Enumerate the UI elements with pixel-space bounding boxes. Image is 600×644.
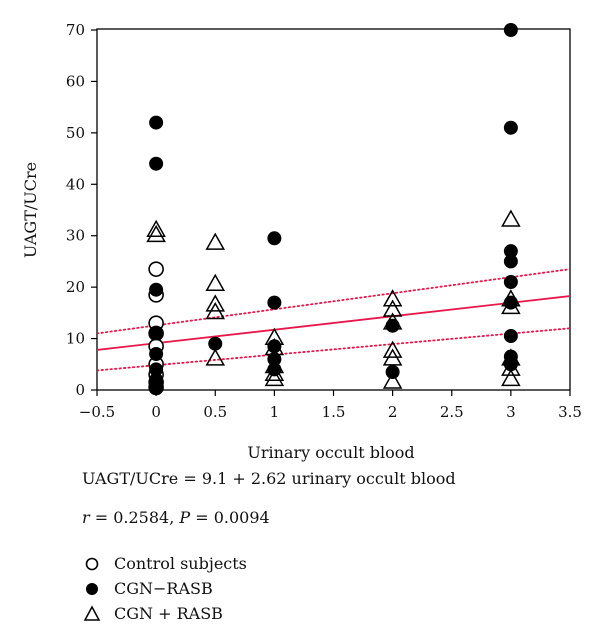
x-tick-label: 1.5 [322,403,346,421]
x-tick-label: 2.5 [440,403,464,421]
point-filled-circle [503,275,518,289]
point-open-circle [148,261,164,277]
p-value: = 0.0094 [190,508,270,527]
statistics-line: r = 0.2584, P = 0.0094 [82,508,270,527]
point-open-triangle [501,289,521,307]
point-open-triangle [264,356,285,374]
point-filled-circle [503,254,518,269]
point-filled-circle [208,336,223,351]
regression-fit-line [97,295,570,351]
point-open-triangle [501,348,521,366]
x-tick-label: 3.5 [558,403,582,421]
y-tick-label: 20 [66,278,85,296]
x-tick-label: 1 [270,403,280,421]
point-open-triangle [205,232,226,250]
point-filled-circle [267,339,282,354]
confidence-lower-line [97,327,570,372]
y-tick-label: 30 [66,227,85,245]
point-open-triangle [501,296,521,315]
confidence-band [97,268,570,372]
x-tick-label: 0 [151,403,161,421]
point-open-triangle [264,327,285,346]
point-open-triangle [264,338,285,356]
legend-label: Control subjects [114,554,247,573]
point-open-triangle [264,368,285,387]
point-filled-circle [149,156,164,171]
point-open-triangle [382,312,403,330]
plot-frame [96,28,571,391]
point-open-triangle [146,219,166,238]
legend-label: CGN−RASB [114,579,213,598]
y-axis-title: UAGT/UCre [21,162,40,258]
point-open-triangle [501,209,521,227]
x-tick-label: −0.5 [79,403,115,421]
open-triangle-icon [84,604,101,621]
scatter-chart: −0.5 0 0.5 1 1.5 2 2.5 3 3.5 0 10 20 30 40 50 60 70 Uri… [21,21,582,462]
y-tick-label: 40 [66,175,85,193]
x-axis-ticks: −0.5 0 0.5 1 1.5 2 2.5 3 3.5 [79,390,582,421]
x-axis-title: Urinary occult blood [247,443,414,462]
legend-item-cgn-minus-rasb: CGN−RASB [84,576,247,601]
legend-item-cgn-plus-rasb: CGN + RASB [84,601,247,626]
point-open-triangle [205,294,226,312]
x-tick-label: 3 [506,403,516,421]
point-open-triangle [382,371,403,389]
y-tick-label: 0 [75,381,85,399]
filled-circle-icon [86,582,98,595]
point-open-triangle [382,289,403,307]
point-open-triangle [382,299,403,317]
y-tick-label: 50 [66,124,85,142]
p-symbol: P [179,508,191,527]
legend-label: CGN + RASB [114,604,223,623]
point-open-triangle [501,358,521,376]
plot-border [96,28,571,391]
point-filled-circle [149,282,164,297]
point-filled-circle [267,231,282,246]
legend-item-control: Control subjects [84,551,247,576]
open-circle-icon [85,557,99,570]
point-filled-circle [385,318,400,333]
point-open-triangle [205,302,226,320]
regression-equation: UAGT/UCre = 9.1 + 2.62 urinary occult bl… [82,469,456,488]
r-symbol: r [82,508,90,527]
y-tick-label: 10 [66,330,85,348]
x-tick-label: 0.5 [203,403,227,421]
point-open-triangle [382,340,403,358]
legend: Control subjects CGN−RASB CGN + RASB [84,551,247,626]
point-filled-circle [149,115,164,130]
point-open-triangle [205,348,226,366]
point-open-triangle [264,363,285,382]
x-tick-label: 2 [388,403,398,421]
point-open-triangle [205,273,226,292]
y-tick-label: 70 [66,21,85,39]
point-open-triangle [501,368,521,387]
point-filled-circle [149,362,164,377]
point-filled-circle [503,120,518,135]
y-axis-ticks: 0 10 20 30 40 50 60 70 [66,21,97,399]
point-filled-circle [149,380,164,395]
point-filled-circle [503,244,518,259]
y-tick-label: 60 [66,72,85,90]
r-value: = 0.2584, [89,508,180,527]
point-filled-circle [503,23,518,37]
point-filled-circle [267,295,282,310]
point-filled-circle [149,347,164,361]
point-filled-circle [149,326,164,341]
data-points [146,23,521,396]
point-filled-circle [503,329,518,343]
point-open-triangle [382,348,403,366]
point-open-triangle [146,224,166,243]
regression-line [97,295,570,351]
confidence-upper-line [97,268,570,335]
